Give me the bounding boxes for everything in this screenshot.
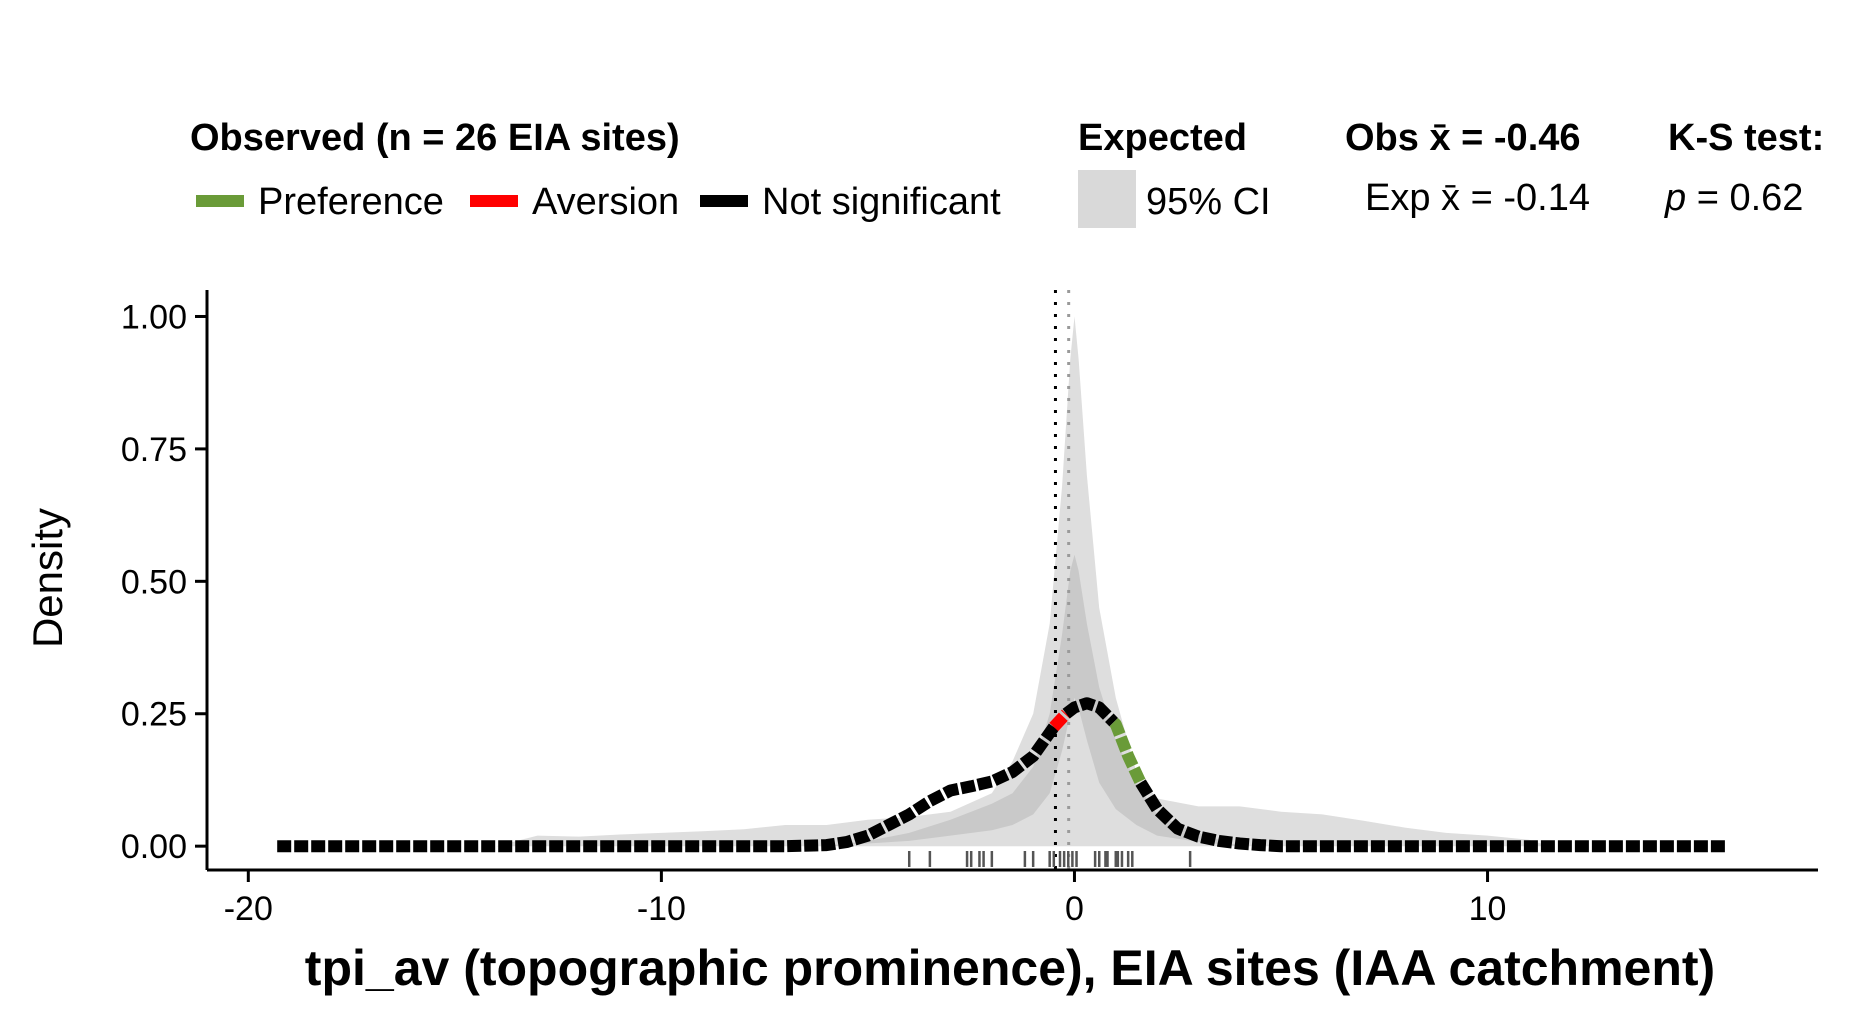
x-tick-label-1: -10 — [637, 890, 686, 928]
expected-ci-inner-band — [826, 554, 1240, 847]
legend-swatch-preference — [196, 195, 244, 207]
legend-label-preference: Preference — [258, 181, 444, 223]
observed-segment-1 — [1049, 709, 1071, 732]
observed-segment-4 — [1135, 779, 1728, 853]
ci-inner-area — [826, 554, 1240, 847]
x-tick-label-0: -20 — [224, 890, 273, 928]
stat-ks-p-symbol: p — [1664, 177, 1686, 219]
axes: -20 -10 0 10 0.00 0.25 0.50 0.75 1.00 — [121, 290, 1818, 928]
legend-expected-title: Expected — [1078, 117, 1247, 159]
stat-ks-title: K-S test: — [1668, 117, 1824, 159]
legend-label-aversion: Aversion — [532, 181, 679, 223]
y-tick-label-3: 0.75 — [121, 431, 187, 469]
observed-segment-3 — [1109, 717, 1147, 786]
observed-segment-0 — [277, 723, 1059, 853]
legend-label-ci: 95% CI — [1146, 181, 1271, 223]
legend-observed-title: Observed (n = 26 EIA sites) — [190, 117, 680, 159]
observed-segment-2 — [1062, 697, 1118, 727]
x-axis-title: tpi_av (topographic prominence), EIA sit… — [305, 940, 1715, 996]
stat-obs-mean: Obs x̄ = -0.46 — [1345, 117, 1581, 159]
stat-ks-p: p = 0.62 — [1664, 177, 1803, 219]
legend: Observed (n = 26 EIA sites) Preference A… — [190, 117, 1824, 228]
y-axis-title: Density — [24, 508, 71, 648]
y-tick-label-4: 1.00 — [121, 298, 187, 336]
stat-exp-mean: Exp x̄ = -0.14 — [1365, 177, 1590, 219]
ci-outer-area — [496, 316, 1550, 847]
observed-density-line — [277, 697, 1728, 853]
y-tick-label-1: 0.25 — [121, 696, 187, 734]
mean-lines — [1053, 290, 1071, 870]
expected-ci-outer-band — [496, 316, 1550, 847]
x-tick-label-3: 10 — [1469, 890, 1507, 928]
legend-label-not-significant: Not significant — [762, 181, 1001, 223]
y-tick-label-0: 0.00 — [121, 828, 187, 866]
y-tick-label-2: 0.50 — [121, 563, 187, 601]
legend-swatch-not-significant — [700, 195, 748, 207]
x-tick-label-2: 0 — [1065, 890, 1084, 928]
legend-swatch-ci — [1078, 170, 1136, 228]
rug-marks — [907, 851, 1192, 867]
stat-ks-p-value: = 0.62 — [1697, 177, 1804, 219]
legend-swatch-aversion — [470, 195, 518, 207]
